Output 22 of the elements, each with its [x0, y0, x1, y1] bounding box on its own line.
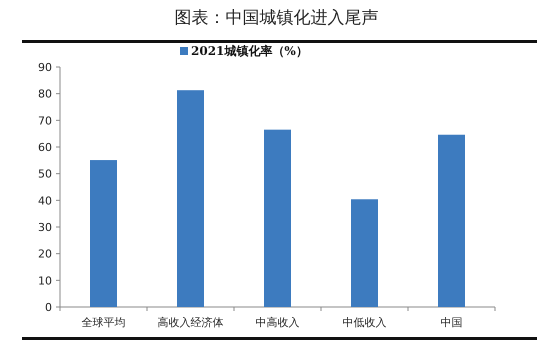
x-tick-label: 中国 — [440, 316, 462, 329]
y-tick-label: 30 — [38, 221, 52, 234]
y-tick-label: 50 — [38, 168, 52, 181]
y-tick-label: 70 — [38, 114, 52, 128]
x-tick-label: 高收入经济体 — [158, 316, 224, 329]
y-tick-label: 20 — [38, 248, 52, 261]
y-tick-label: 60 — [38, 141, 52, 154]
y-tick-label: 90 — [38, 61, 52, 74]
bar — [177, 90, 204, 307]
x-tick-label: 全球平均 — [82, 316, 126, 329]
x-tick-label: 中低收入 — [342, 316, 386, 329]
y-tick-label: 10 — [38, 274, 52, 288]
bar — [351, 199, 378, 307]
bar — [264, 130, 291, 307]
legend-label: 2021城镇化率（%） — [191, 44, 308, 58]
chart-title: 图表：中国城镇化进入尾声 — [174, 8, 378, 28]
y-tick-label: 0 — [45, 301, 52, 314]
y-tick-label: 40 — [38, 194, 52, 208]
x-tick-label: 中高收入 — [256, 316, 300, 329]
y-tick-label: 80 — [38, 88, 52, 101]
bar — [438, 134, 465, 307]
bar — [90, 160, 117, 307]
